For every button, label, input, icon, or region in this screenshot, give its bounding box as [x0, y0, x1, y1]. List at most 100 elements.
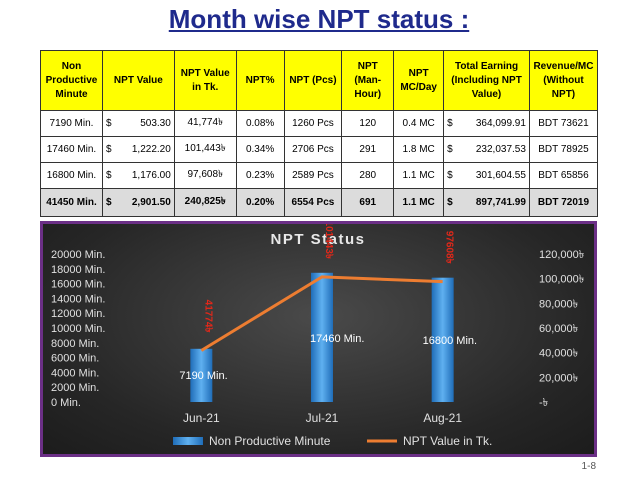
currency-symbol: $	[447, 144, 453, 155]
legend-swatch-bar	[173, 437, 203, 445]
cell-minute: 17460 Min.	[40, 136, 103, 163]
amount: 301,604.55	[475, 170, 526, 181]
x-axis-tick-label: Aug-21	[423, 411, 462, 425]
bar	[311, 272, 333, 402]
money-value: $2,901.50	[106, 197, 171, 208]
left-axis-tick-label: 0 Min.	[51, 397, 81, 409]
line-series	[200, 275, 443, 352]
right-axis-tick-label: -৳	[539, 397, 548, 409]
line-data-label: 101443৳	[323, 224, 334, 259]
legend-label-line: NPT Value in Tk.	[403, 434, 492, 448]
npt-table: Non Productive Minute NPT Value NPT Valu…	[40, 50, 599, 217]
cell-npt-pcs: 1260 Pcs	[283, 110, 343, 137]
right-axis-tick-label: 40,000৳	[539, 348, 578, 360]
amount: 2,901.50	[131, 197, 171, 208]
right-axis-tick-label: 120,000৳	[539, 249, 584, 261]
right-axis-tick-label: 80,000৳	[539, 298, 578, 310]
cell-npt-percent: 0.20%	[235, 188, 285, 217]
header-npt-value: NPT Value	[101, 50, 175, 111]
right-axis-tick-label: 60,000৳	[539, 323, 578, 335]
cell-npt-value: $1,222.20	[101, 136, 175, 163]
cell-npt-value-tk: 240,825৳	[173, 188, 237, 217]
header-total-earning: Total Earning (Including NPT Value)	[443, 50, 530, 111]
table-row: 16800 Min. $1,176.00 97,608৳ 0.23% 2589 Pcs 2…	[40, 162, 599, 189]
currency-symbol: $	[447, 170, 453, 181]
currency-symbol: $	[105, 170, 112, 181]
money-value: $1,176.00	[106, 170, 171, 181]
chart-area: NPT Status 0 Min. 2000 Min. 4000 Min. 6000 M…	[43, 224, 594, 454]
cell-npt-value: $2,901.50	[101, 188, 175, 217]
header-npt-minute: Non Productive Minute	[40, 50, 103, 111]
cell-npt-percent: 0.34%	[235, 136, 285, 163]
currency-symbol: $	[105, 197, 112, 208]
money-earning: $232,037.53	[447, 144, 526, 155]
page-title: Month wise NPT status :	[168, 4, 470, 34]
bar-data-label: 16800 Min.	[423, 335, 477, 347]
cell-minute: 41450 Min.	[40, 188, 103, 217]
cell-revenue-mc: BDT 73621	[528, 110, 599, 137]
table-row: 7190 Min. $503.30 41,774৳ 0.08% 1260 Pcs 120 0…	[40, 110, 599, 137]
table-header-row: Non Productive Minute NPT Value NPT Valu…	[40, 50, 599, 111]
npt-status-chart: NPT Status 0 Min. 2000 Min. 4000 Min. 6000 M…	[51, 224, 584, 448]
right-axis-tick-label: 20,000৳	[539, 372, 578, 384]
chart-frame: NPT Status 0 Min. 2000 Min. 4000 Min. 6000 M…	[40, 221, 597, 457]
cell-total-earning: $301,604.55	[443, 162, 530, 189]
cell-npt-mc-day: 1.8 MC	[393, 136, 445, 163]
header-npt-mc-day: NPT MC/Day	[393, 50, 445, 111]
cell-npt-manhour: 120	[341, 110, 395, 137]
bar	[431, 277, 454, 402]
cell-npt-pcs: 2589 Pcs	[283, 162, 343, 189]
table-row: 17460 Min. $1,222.20 101,443৳ 0.34% 2706 Pcs…	[40, 136, 599, 163]
currency-symbol: $	[105, 118, 112, 129]
line-data-label: 97608৳	[444, 231, 455, 264]
amount: 364,099.91	[475, 118, 526, 129]
amount: 1,222.20	[131, 144, 171, 155]
slide-number: 1-8	[581, 461, 596, 472]
cell-npt-manhour: 291	[341, 136, 395, 163]
cell-revenue-mc: BDT 78925	[528, 136, 599, 163]
table-total-row: 41450 Min. $2,901.50 240,825৳ 0.20% 6554 Pcs…	[40, 188, 599, 217]
left-axis-tick-label: 10000 Min.	[51, 323, 105, 335]
x-axis-tick-label: Jun-21	[183, 411, 220, 425]
header-revenue-mc: Revenue/MC (Without NPT)	[528, 50, 599, 111]
cell-revenue-mc: BDT 72019	[528, 188, 599, 217]
header-npt-value-tk: NPT Value in Tk.	[173, 50, 237, 111]
currency-symbol: $	[447, 118, 453, 129]
money-earning: $301,604.55	[447, 170, 526, 181]
cell-minute: 16800 Min.	[40, 162, 103, 189]
currency-symbol: $	[447, 197, 453, 208]
left-axis-tick-label: 18000 Min.	[51, 264, 105, 276]
cell-npt-manhour: 691	[341, 188, 395, 217]
money-value: $1,222.20	[106, 144, 171, 155]
bar-data-label: 17460 Min.	[310, 333, 364, 345]
money-value: $503.30	[106, 118, 171, 129]
left-axis-tick-label: 8000 Min.	[51, 338, 99, 350]
legend-label-bar: Non Productive Minute	[209, 434, 331, 448]
left-axis-tick-label: 16000 Min.	[51, 279, 105, 291]
line-data-label: 41774৳	[202, 300, 213, 333]
cell-npt-value: $503.30	[101, 110, 175, 137]
amount: 1,176.00	[131, 170, 171, 181]
bar-data-label: 7190 Min.	[179, 370, 227, 382]
cell-npt-value: $1,176.00	[101, 162, 175, 189]
cell-minute: 7190 Min.	[40, 110, 103, 137]
cell-npt-pcs: 2706 Pcs	[283, 136, 343, 163]
left-axis-tick-label: 2000 Min.	[51, 382, 99, 394]
chart-title: NPT Status	[270, 231, 365, 248]
amount: 232,037.53	[475, 144, 526, 155]
left-axis-tick-label: 6000 Min.	[51, 353, 99, 365]
left-axis-tick-label: 20000 Min.	[51, 249, 105, 261]
cell-npt-manhour: 280	[341, 162, 395, 189]
amount: 503.30	[140, 118, 171, 129]
currency-symbol: $	[105, 144, 112, 155]
header-npt-manhour: NPT (Man-Hour)	[341, 50, 395, 111]
left-axis-tick-label: 4000 Min.	[51, 367, 99, 379]
cell-total-earning: $364,099.91	[443, 110, 530, 137]
cell-npt-mc-day: 1.1 MC	[393, 162, 445, 189]
cell-npt-percent: 0.23%	[235, 162, 285, 189]
money-earning: $897,741.99	[447, 197, 526, 208]
cell-npt-percent: 0.08%	[235, 110, 285, 137]
cell-npt-value-tk: 97,608৳	[173, 162, 237, 189]
header-npt-percent: NPT%	[235, 50, 285, 111]
header-npt-pcs: NPT (Pcs)	[283, 50, 343, 111]
